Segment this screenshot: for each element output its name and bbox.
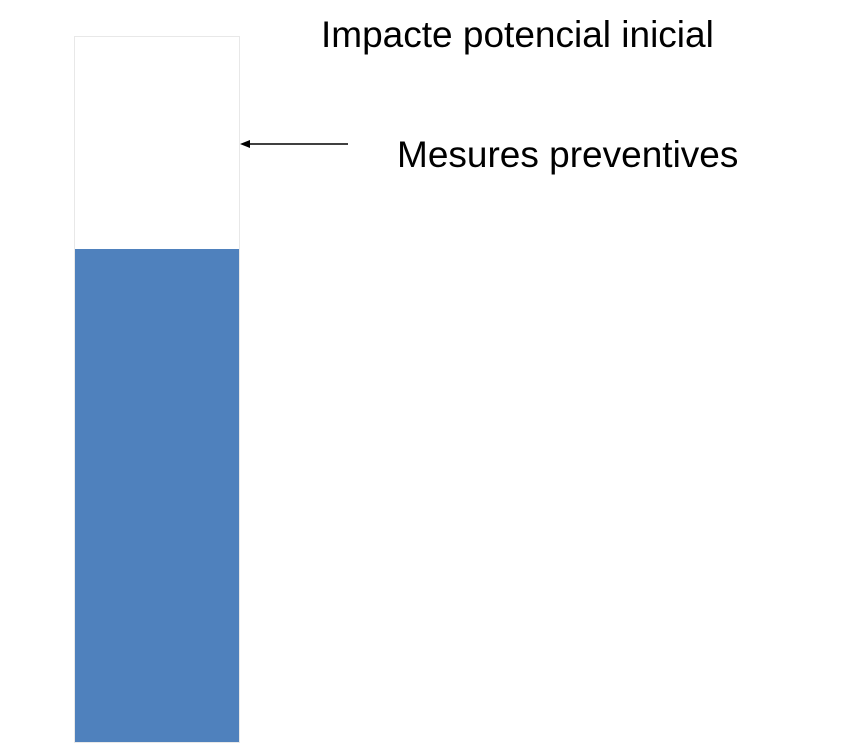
preventive-measures-label: Mesures preventives [397,134,739,175]
impact-bar-fill [75,248,239,742]
left-arrow-icon [240,140,348,148]
impact-bar [74,36,240,743]
initial-impact-label: Impacte potencial inicial [321,14,714,55]
